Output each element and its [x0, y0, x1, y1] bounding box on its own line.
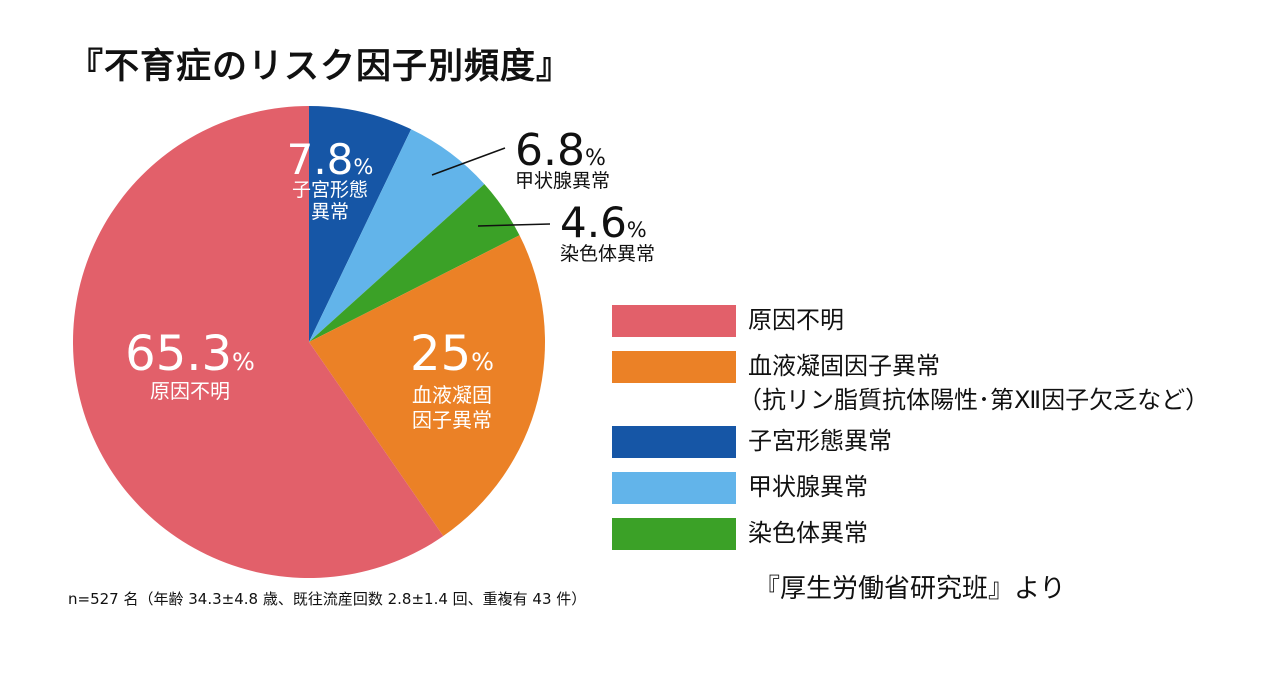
slice-label-uterine: 子宮形態: [292, 179, 368, 201]
pie-slice-thyroid: [309, 129, 485, 342]
source-credit: 『厚生労働省研究班』より: [754, 574, 1066, 604]
legend-label-thyroid: 甲状腺異常: [748, 473, 868, 501]
legend-swatch-coagulation: [612, 351, 736, 383]
sample-footnote: n=527 名（年齢 34.3±4.8 歳、既往流産回数 2.8±1.4 回、重…: [68, 590, 587, 608]
legend-label-uterine: 子宮形態異常: [748, 427, 892, 455]
pie-slice-chromosome: [309, 184, 520, 342]
leader-line-thyroid: [431, 147, 506, 176]
slice-label-chromosome: 染色体異常: [560, 243, 655, 265]
slice-value-unknown: 65.3%: [125, 326, 255, 382]
chart-title: 『不育症のリスク因子別頻度』: [68, 47, 573, 87]
legend-note-coagulation: （抗リン脂質抗体陽性･第Ⅻ因子欠乏など）: [738, 386, 1210, 414]
leader-line-chromosome: [477, 223, 551, 227]
legend-swatch-thyroid: [612, 472, 736, 504]
slice-label-thyroid: 甲状腺異常: [515, 170, 610, 192]
slice-label-coagulation: 因子異常: [412, 408, 492, 432]
slice-label-unknown: 原因不明: [150, 379, 230, 403]
legend-label-chromosome: 染色体異常: [748, 519, 868, 547]
slice-value-chromosome: 4.6%: [560, 198, 647, 247]
slice-label-coagulation: 血液凝固: [412, 383, 492, 407]
pie-slice-coagulation: [309, 235, 545, 537]
slice-value-uterine: 7.8%: [287, 135, 374, 184]
legend-label-unknown: 原因不明: [748, 306, 844, 334]
legend-swatch-chromosome: [612, 518, 736, 550]
pie-slice-unknown: [73, 106, 444, 578]
legend-swatch-uterine: [612, 426, 736, 458]
slice-label-uterine: 異常: [311, 201, 349, 223]
slice-value-thyroid: 6.8%: [515, 125, 606, 176]
pie-slice-uterine: [309, 106, 412, 342]
slice-value-coagulation: 25%: [410, 326, 494, 382]
legend-swatch-unknown: [612, 305, 736, 337]
legend-label-coagulation: 血液凝固因子異常: [748, 352, 940, 380]
